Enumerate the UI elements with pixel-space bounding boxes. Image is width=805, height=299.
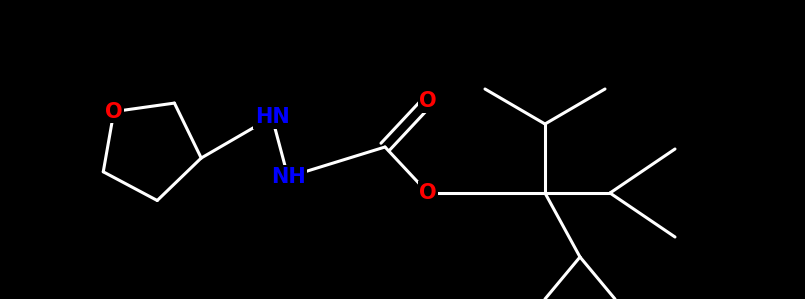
Text: O: O [419,183,437,203]
Text: O: O [419,91,437,111]
Text: NH: NH [270,167,305,187]
Text: HN: HN [254,107,289,127]
Text: O: O [105,102,122,122]
